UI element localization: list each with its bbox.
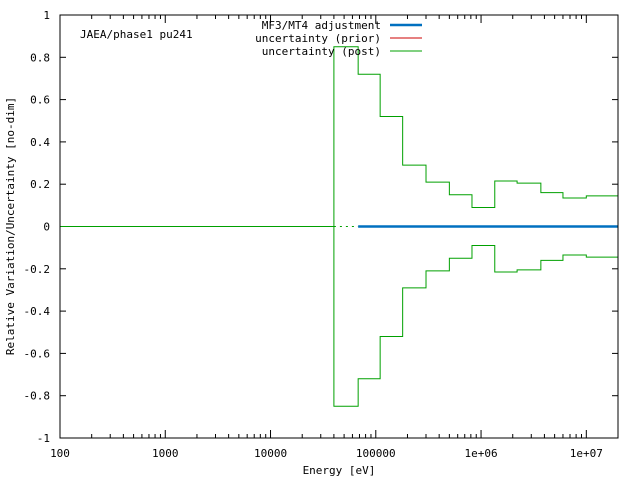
y-tick-label: 1 [43, 9, 50, 22]
chart-annotation: JAEA/phase1 pu241 [80, 28, 193, 41]
series-layer [60, 46, 618, 407]
legend-label: uncertainty (prior) [255, 32, 381, 45]
x-tick-label: 1e+06 [464, 447, 497, 460]
x-tick-label: 1e+07 [570, 447, 603, 460]
y-tick-label: -0.6 [24, 347, 51, 360]
y-tick-label: -0.2 [24, 263, 51, 276]
y-tick-label: 0 [43, 221, 50, 234]
x-tick-label: 10000 [254, 447, 287, 460]
y-axis-label: Relative Variation/Uncertainty [no-dim] [4, 97, 17, 355]
y-tick-label: -1 [37, 432, 50, 445]
legend-label: MF3/MT4 adjustment [262, 19, 381, 32]
y-tick-label: 0.6 [30, 94, 50, 107]
x-tick-label: 1000 [152, 447, 179, 460]
plot-frame [59, 14, 619, 439]
x-tick-label: 100000 [356, 447, 396, 460]
y-tick-label: -0.4 [24, 305, 51, 318]
y-tick-label: -0.8 [24, 390, 51, 403]
y-tick-label: 0.4 [30, 136, 50, 149]
x-tick-label: 100 [50, 447, 70, 460]
post-uncertainty-lower [333, 226, 618, 407]
y-tick-label: 0.8 [30, 51, 50, 64]
x-axis-label: Energy [eV] [303, 464, 376, 477]
post-uncertainty-upper [333, 46, 618, 227]
legend-label: uncertainty (post) [262, 45, 381, 58]
y-tick-label: 0.2 [30, 178, 50, 191]
tick-labels: -1 -0.8 -0.6 -0.4 -0.2 0 0.2 0.4 0.6 0.8 1 100 1000 1… [24, 9, 603, 460]
